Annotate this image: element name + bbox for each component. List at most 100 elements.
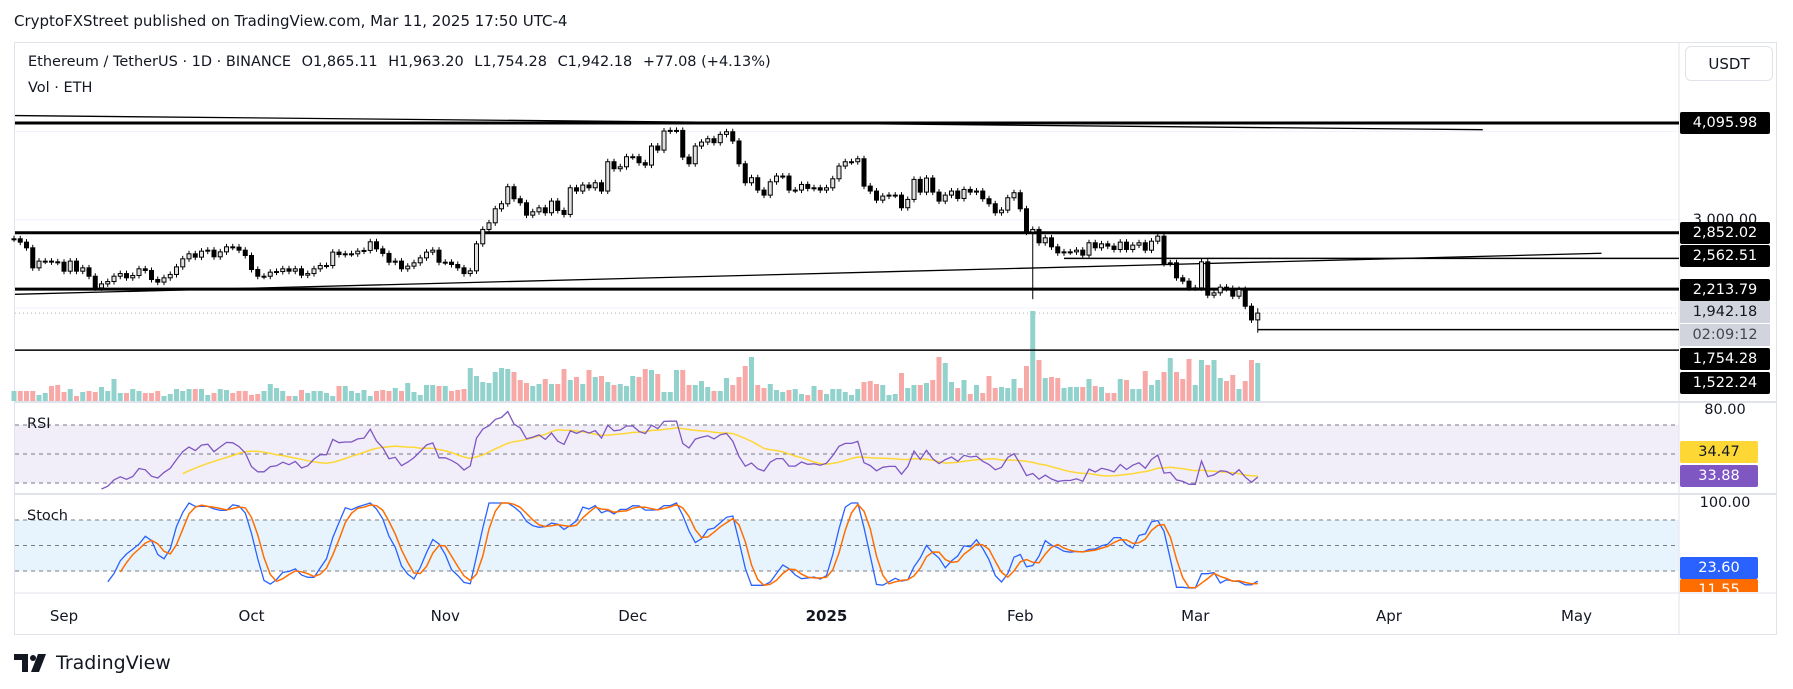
candle-up [1155, 235, 1161, 242]
volume-bar [505, 369, 511, 401]
logo-text: TradingView [56, 652, 171, 674]
price-axis-label: 2,213.79 [1680, 279, 1770, 301]
volume-bar [986, 376, 992, 401]
volume-bar [605, 382, 611, 401]
candle-down [61, 261, 67, 272]
volume-bar [936, 357, 942, 401]
volume-bar [530, 386, 536, 401]
volume-bar [1117, 379, 1123, 401]
candle-down [761, 189, 767, 196]
rsi-ma-line [182, 427, 1258, 477]
volume-bar [1205, 365, 1211, 401]
volume-bar [180, 391, 186, 401]
volume-bar [486, 383, 492, 401]
candle-up [330, 251, 336, 267]
volume-bar [30, 391, 36, 401]
rsi-line [101, 410, 1259, 490]
volume-bar [886, 395, 892, 401]
volume-bar [549, 384, 554, 401]
candle-down [74, 260, 79, 272]
ohlc-close: C1,942.18 [557, 54, 633, 70]
volume-bar [499, 368, 504, 401]
volume-bar [492, 372, 498, 401]
volume-bar [592, 377, 598, 401]
volume-bar [617, 384, 623, 401]
volume-bar [536, 384, 542, 401]
volume-bar [792, 389, 798, 401]
volume-bar [999, 387, 1004, 401]
stoch-title[interactable]: Stoch [27, 508, 68, 524]
volume-bar [1249, 360, 1254, 401]
volume-bar [717, 391, 723, 401]
candle-down [449, 261, 454, 265]
volume-bar [836, 389, 842, 401]
volume-bar [36, 395, 42, 401]
volume-bar [724, 378, 729, 401]
volume-bar [49, 386, 54, 401]
volume-bar [1036, 360, 1042, 401]
volume-bar [636, 377, 642, 401]
candle-up [549, 200, 554, 214]
candle-down [92, 275, 98, 289]
volume-bar [217, 389, 223, 401]
candle-up [530, 211, 536, 216]
time-axis-tick: Sep [49, 607, 79, 625]
time-axis-tick: Oct [238, 607, 265, 625]
candle-up [1211, 292, 1217, 296]
candle-down [636, 156, 642, 164]
candle-down [1049, 237, 1054, 248]
candle-up [1067, 251, 1073, 254]
volume-bar [467, 368, 473, 401]
candle-up [811, 187, 817, 190]
volume-legend[interactable]: Vol · ETH [28, 80, 93, 96]
candle-up [392, 260, 398, 263]
candle-down [930, 177, 936, 193]
candle-up [1061, 251, 1067, 254]
candle-up [411, 262, 417, 267]
volume-bar [511, 372, 517, 401]
candle-down [192, 253, 198, 258]
symbol-name[interactable]: Ethereum / TetherUS · 1D · BINANCE [28, 54, 291, 70]
candle-down [1249, 305, 1254, 321]
price-axis-label: 4,095.98 [1680, 112, 1770, 134]
candle-up [1217, 286, 1223, 294]
candle-down [874, 190, 879, 201]
volume-bar [436, 386, 442, 401]
candle-down [1124, 241, 1129, 250]
candle-up [1099, 243, 1104, 249]
stoch-d-value-label: 11.55 [1680, 579, 1758, 592]
volume-bar [42, 393, 48, 401]
candle-up [717, 133, 723, 144]
currency-button[interactable]: USDT [1685, 46, 1773, 81]
candle-up [849, 161, 854, 164]
candle-down [436, 249, 442, 263]
candle-up [705, 138, 711, 143]
volume-bar [1011, 379, 1017, 401]
candle-up [1199, 261, 1204, 289]
rsi-title[interactable]: RSI [27, 416, 51, 432]
volume-bar [1199, 360, 1204, 401]
candle-up [1192, 287, 1198, 290]
candle-up [430, 249, 436, 253]
volume-bar [555, 384, 561, 401]
candle-up [424, 251, 429, 259]
volume-bar [261, 391, 267, 401]
candle-up [467, 270, 473, 275]
volume-bar [355, 393, 361, 401]
volume-bar [1174, 372, 1179, 401]
candle-up [624, 156, 629, 168]
volume-bar [149, 393, 154, 401]
candle-up [324, 265, 329, 268]
volume-bar [930, 380, 936, 401]
tradingview-logo[interactable]: TradingView [14, 652, 171, 674]
volume-bar [1180, 379, 1186, 401]
candle-down [1111, 245, 1117, 250]
volume-bar [55, 385, 61, 401]
candle-up [474, 243, 479, 272]
candle-up [492, 208, 498, 224]
volume-bar [955, 388, 961, 401]
candle-up [592, 182, 598, 189]
volume-bar [155, 391, 161, 401]
volume-bar [1099, 387, 1104, 401]
